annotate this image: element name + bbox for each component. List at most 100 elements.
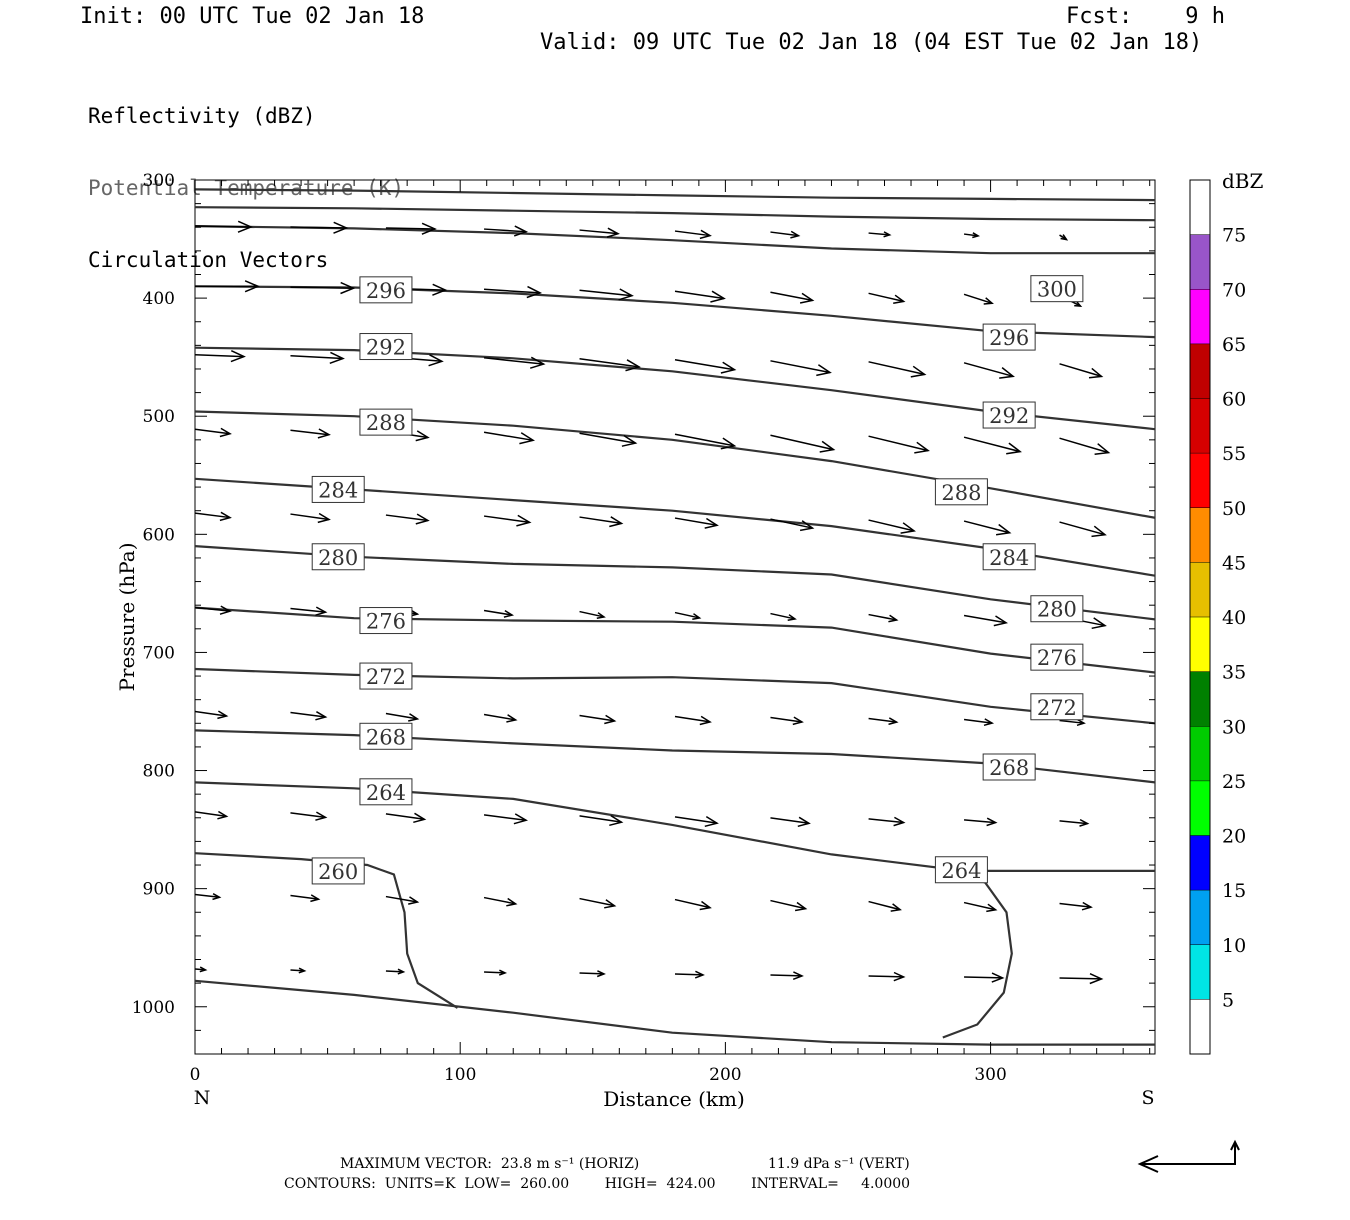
- contour-label-text: 296: [989, 326, 1029, 350]
- vector-shaft: [483, 896, 516, 905]
- circulation-vector: [195, 810, 229, 820]
- vector-head: [799, 292, 815, 304]
- circulation-vector: [579, 814, 624, 827]
- circulation-vector: [770, 360, 832, 377]
- vector-shaft: [483, 515, 530, 524]
- circulation-vector: [579, 714, 617, 725]
- vector-shaft: [483, 609, 513, 616]
- vector-shaft: [963, 614, 1007, 624]
- vector-shaft: [868, 435, 929, 452]
- vector-shaft: [385, 970, 404, 973]
- vector-head: [797, 816, 811, 828]
- vector-shaft: [1059, 977, 1102, 980]
- field-circulation-vectors: Circulation Vectors: [88, 248, 329, 272]
- vector-head: [519, 432, 536, 445]
- circulation-vector: [290, 281, 356, 295]
- contour-label: 260: [311, 857, 365, 885]
- circulation-vector: [963, 232, 980, 239]
- vector-head: [596, 612, 606, 620]
- vector-head: [983, 297, 994, 305]
- contour-label: 296: [359, 276, 413, 304]
- valid-time: Valid: 09 UTC Tue 02 Jan 18 (04 EST Tue …: [540, 30, 1203, 55]
- reference-vector-icon: [1137, 1139, 1240, 1173]
- circulation-vector: [483, 896, 518, 907]
- circulation-vector: [385, 968, 406, 975]
- contour-label-text: 292: [989, 404, 1029, 428]
- vector-shaft: [770, 974, 802, 977]
- vector-head: [1074, 300, 1083, 307]
- plot-border: [194, 179, 1156, 1055]
- vector-shaft: [674, 433, 735, 447]
- contour-label-box: [359, 778, 413, 806]
- circulation-vector: [579, 288, 634, 301]
- colorbar-label: 45: [1222, 552, 1246, 574]
- circulation-vector: [770, 291, 815, 304]
- colorbar-segment: [1190, 835, 1210, 891]
- vector-head: [217, 710, 229, 720]
- circulation-vector: [290, 221, 349, 234]
- circulation-vector: [770, 716, 804, 726]
- vector-shaft: [770, 231, 799, 237]
- vector-head: [606, 227, 620, 238]
- vector-shaft: [674, 290, 725, 300]
- circulation-vector: [963, 614, 1009, 627]
- circulation-vector: [195, 350, 246, 363]
- circulation-vector: [483, 609, 515, 618]
- circulation-vector: [483, 713, 518, 723]
- circulation-vector: [385, 222, 437, 235]
- vector-shaft: [579, 229, 619, 235]
- circulation-vector: [868, 519, 916, 534]
- contour-label-text: 292: [366, 336, 406, 360]
- circulation-vector: [483, 813, 529, 825]
- vector-head: [972, 232, 980, 239]
- vector-head: [1076, 718, 1086, 727]
- contour-label-text: 264: [941, 859, 981, 883]
- colorbar-segment: [1190, 562, 1210, 617]
- contour-label: 292: [982, 401, 1036, 429]
- contour-label-box: [1030, 275, 1084, 303]
- colorbar-label: 20: [1222, 826, 1246, 848]
- vector-shaft: [579, 358, 640, 368]
- vector-shaft: [290, 894, 319, 900]
- x-tick-label: 100: [444, 1065, 476, 1085]
- contour-label-box: [982, 753, 1036, 781]
- circulation-vector: [195, 220, 253, 233]
- vector-head: [710, 290, 726, 303]
- vector-shaft: [770, 817, 810, 825]
- footer: MAXIMUM VECTOR: 23.8 m s⁻¹ (HORIZ) 11.9 …: [0, 1156, 1350, 1220]
- y-tick-label: 600: [143, 525, 175, 545]
- circulation-vector: [674, 611, 702, 621]
- circulation-vector: [385, 712, 420, 722]
- vector-shaft: [290, 429, 330, 436]
- colorbar-segment: [1190, 780, 1210, 836]
- colorbar-label: 10: [1222, 935, 1246, 957]
- vector-shaft: [385, 227, 435, 230]
- vector-shaft: [195, 512, 231, 519]
- circulation-vector: [964, 972, 1005, 983]
- vector-shaft: [868, 900, 901, 911]
- contour-label-box: [359, 607, 413, 635]
- vector-head: [219, 605, 232, 615]
- x-tick-label: 300: [974, 1065, 1006, 1085]
- contour-label-text: 268: [989, 756, 1029, 780]
- contour-label: 284: [311, 475, 365, 503]
- contour-label-text: 276: [1037, 646, 1077, 670]
- circulation-vector: [1059, 901, 1093, 911]
- vector-head: [230, 350, 246, 363]
- contour-label-box: [934, 478, 988, 506]
- isentrope-line: [195, 606, 1155, 674]
- contour-label: 288: [934, 478, 988, 506]
- vector-head: [315, 711, 328, 721]
- isentrope-line: [195, 225, 1155, 255]
- vector-shaft: [385, 895, 418, 903]
- y-tick-label: 1000: [132, 998, 175, 1018]
- circulation-vector: [674, 290, 726, 303]
- colorbar-label: 70: [1222, 279, 1246, 301]
- contour-label-text: 288: [941, 481, 981, 505]
- circulation-vector: [579, 516, 624, 528]
- vector-shaft: [483, 357, 544, 365]
- circulation-vector: [963, 718, 995, 727]
- vector-head: [513, 813, 529, 825]
- vector-shaft: [484, 228, 527, 233]
- vector-head: [298, 967, 307, 974]
